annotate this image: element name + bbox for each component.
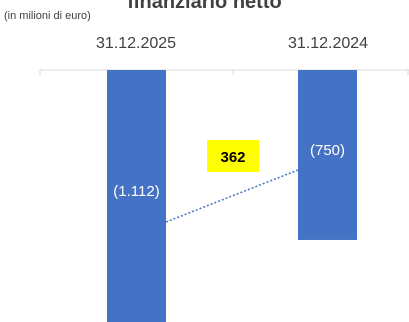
difference-box	[207, 140, 259, 172]
category-label-2025: 31.12.2025	[95, 35, 177, 52]
difference-label: 362	[220, 149, 245, 166]
connector-line	[165, 169, 299, 223]
unit-note: (in milioni di euro)	[4, 10, 91, 22]
value-label-31.12.2025: (1.112)	[113, 183, 159, 200]
bar-31.12.2024	[298, 70, 357, 240]
chart-title: finanziario netto	[127, 0, 282, 13]
category-label-2024: 31.12.2024	[287, 35, 369, 52]
value-label-31.12.2024: (750)	[310, 142, 345, 159]
bar-31.12.2025	[107, 70, 166, 322]
